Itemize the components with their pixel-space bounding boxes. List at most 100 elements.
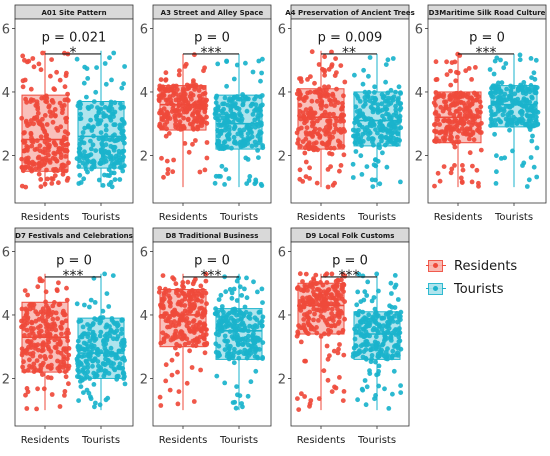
data-point <box>49 57 54 62</box>
data-point <box>340 272 346 277</box>
data-point <box>528 83 534 88</box>
data-point <box>192 84 198 89</box>
data-point <box>473 113 479 119</box>
data-point <box>86 153 91 159</box>
data-point <box>325 184 331 190</box>
data-point <box>30 137 36 143</box>
data-point <box>37 148 43 154</box>
data-point <box>489 90 495 96</box>
data-point <box>158 77 164 82</box>
data-point <box>296 137 301 143</box>
data-point <box>21 359 26 365</box>
data-point <box>96 363 101 369</box>
data-point <box>38 184 44 190</box>
data-point <box>231 134 237 140</box>
data-point <box>76 100 82 106</box>
data-point <box>31 369 37 374</box>
data-point <box>99 101 105 106</box>
data-point <box>183 98 189 104</box>
data-point <box>317 86 322 92</box>
data-point <box>119 165 124 170</box>
data-point <box>362 378 368 383</box>
data-point <box>216 133 222 139</box>
data-point <box>260 56 265 62</box>
data-point <box>82 64 88 70</box>
data-point <box>161 174 166 180</box>
data-point <box>31 365 37 371</box>
signif-stars: *** <box>476 45 497 61</box>
data-point <box>314 325 319 330</box>
data-point <box>102 271 107 277</box>
data-point <box>473 121 478 126</box>
data-point <box>326 84 331 90</box>
data-point <box>57 404 63 409</box>
data-point <box>260 355 265 360</box>
data-point <box>90 335 95 341</box>
data-point <box>198 84 204 90</box>
data-point <box>161 106 167 111</box>
data-point <box>370 136 376 142</box>
data-point <box>163 77 169 83</box>
data-point <box>462 103 468 109</box>
data-point <box>376 369 381 374</box>
data-point <box>379 316 385 321</box>
data-point <box>499 80 505 86</box>
data-point <box>158 403 164 408</box>
data-point <box>340 296 345 302</box>
data-point <box>257 94 263 100</box>
y-tick-label: 6 <box>2 246 10 261</box>
data-point <box>455 51 461 57</box>
data-point <box>35 311 40 317</box>
data-point <box>201 332 206 338</box>
panel-title: A3 Street and Alley Space <box>161 9 264 17</box>
data-point <box>449 102 455 107</box>
data-point <box>451 112 457 118</box>
data-point <box>357 319 363 324</box>
data-point <box>90 142 96 148</box>
legend-key-residents <box>426 257 446 275</box>
legend-item-tourists: Tourists <box>426 278 546 300</box>
data-point <box>386 406 392 411</box>
data-point <box>44 135 50 141</box>
data-point <box>78 360 84 366</box>
data-point <box>74 301 80 307</box>
data-point <box>116 365 121 371</box>
data-point <box>231 360 237 366</box>
data-point <box>253 94 259 99</box>
data-point <box>62 389 68 394</box>
data-point <box>66 160 71 166</box>
data-point <box>465 91 471 97</box>
data-point <box>168 87 173 93</box>
data-point <box>364 293 370 298</box>
data-point <box>309 98 315 104</box>
data-point <box>224 83 230 89</box>
data-point <box>307 283 313 289</box>
panel-title: D3Maritime Silk Road Culture <box>429 9 546 17</box>
data-point <box>62 84 68 90</box>
data-point <box>113 355 119 361</box>
data-point <box>433 109 439 115</box>
y-tick-label: 2 <box>140 372 148 387</box>
data-point <box>379 101 385 107</box>
data-point <box>62 393 67 398</box>
data-point <box>34 358 40 363</box>
data-point <box>240 404 245 410</box>
data-point <box>376 383 381 389</box>
data-point <box>387 128 392 134</box>
data-point <box>441 92 447 98</box>
data-point <box>489 112 495 118</box>
data-point <box>312 80 317 86</box>
data-point <box>81 176 87 182</box>
data-point <box>78 384 84 389</box>
data-point <box>223 289 229 295</box>
data-point <box>369 353 375 358</box>
data-point <box>58 124 64 130</box>
data-point <box>93 148 99 154</box>
data-point <box>76 164 82 169</box>
data-point <box>39 315 45 320</box>
data-point <box>195 312 201 317</box>
data-point <box>258 78 263 84</box>
data-point <box>377 145 382 151</box>
data-point <box>50 303 56 309</box>
data-point <box>173 281 179 287</box>
